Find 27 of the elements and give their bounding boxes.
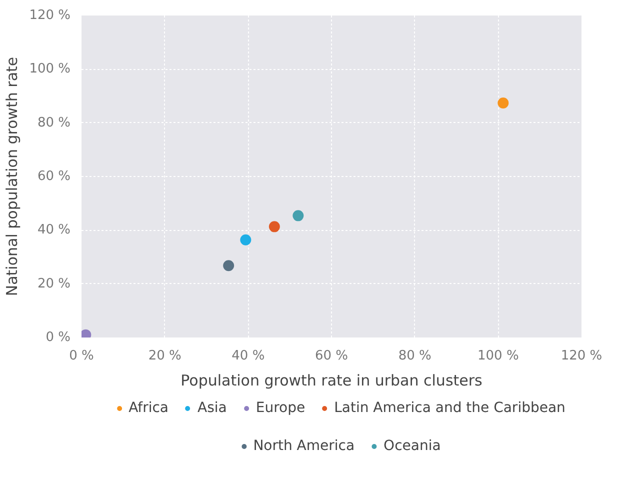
x-tick-label: 20 % — [148, 348, 182, 364]
point — [240, 234, 252, 246]
y-tick-label: 0 % — [46, 330, 71, 345]
point — [268, 221, 280, 232]
legend-label: Oceania — [384, 438, 441, 454]
x-tick-label: 0 % — [69, 348, 94, 364]
legend-label: Asia — [198, 400, 227, 416]
point — [223, 260, 234, 272]
y-tick-label: 20 % — [37, 276, 71, 292]
point — [498, 97, 509, 108]
y-tick-label: 60 % — [37, 169, 71, 184]
legend-label: North America — [253, 438, 355, 454]
x-tick-label: 60 % — [314, 348, 348, 364]
legend-label: Africa — [128, 400, 169, 416]
y-tick-label: 40 % — [37, 222, 71, 238]
x-tick-label: 100 % — [478, 348, 519, 364]
point — [292, 210, 304, 222]
y-tick-label: 100 % — [29, 62, 71, 77]
legend-label: Europe — [256, 400, 306, 416]
y-tick-label: 120 % — [29, 8, 71, 23]
y-tick-label: 80 % — [37, 115, 71, 130]
x-axis-title: Population growth rate in urban clusters — [180, 372, 483, 390]
x-tick-label: 80 % — [398, 348, 432, 364]
legend-label: Latin America and the Caribbean — [334, 400, 566, 416]
y-axis-title: National population growth rate — [3, 56, 22, 296]
x-tick-label: 40 % — [232, 348, 265, 364]
x-tick-label: 120 % — [560, 348, 602, 364]
